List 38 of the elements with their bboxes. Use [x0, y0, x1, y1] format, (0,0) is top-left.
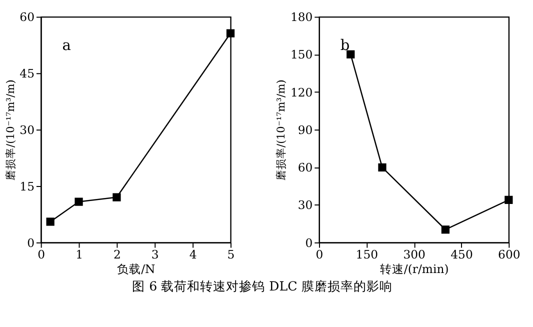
y-tick-label: 15	[20, 179, 35, 194]
y-tick-label: 30	[298, 198, 313, 212]
x-axis-title: 负载/N	[117, 262, 156, 276]
x-tick-label: 450	[450, 247, 473, 262]
y-tick-label: 150	[290, 48, 313, 62]
y-tick-label: 60	[20, 10, 35, 24]
y-tick-label: 45	[20, 66, 35, 81]
x-tick-label: 1	[76, 247, 83, 262]
annotation: b	[340, 36, 350, 54]
y-axis-title: 磨损率/(10⁻¹⁷m³/m)	[274, 80, 288, 181]
x-tick-label: 150	[356, 247, 378, 262]
y-tick-label: 60	[298, 160, 313, 175]
point	[46, 218, 54, 226]
point	[441, 226, 450, 234]
x-tick-label: 600	[498, 247, 520, 262]
y-tick-label: 0	[27, 236, 35, 250]
point	[504, 196, 513, 204]
y-tick-label: 120	[290, 85, 313, 100]
x-axis-title: 转速/(r/min)	[380, 262, 449, 276]
point	[74, 198, 83, 206]
x-tick-label: 5	[227, 247, 235, 262]
point	[112, 193, 121, 202]
point	[346, 50, 355, 58]
x-tick-label: 4	[189, 247, 197, 262]
y-tick-label: 0	[305, 236, 313, 250]
annotation: a	[62, 36, 72, 54]
point	[378, 163, 386, 172]
point	[226, 29, 235, 38]
y-tick-label: 30	[20, 122, 35, 137]
caption: 图 6 载荷和转速对掺钨 DLC 膜磨损率的影响	[132, 278, 392, 294]
x-tick-label: 0	[38, 247, 46, 262]
x-tick-label: 0	[316, 247, 324, 262]
y-axis-title: 磨损率/(10⁻¹⁷m³/m)	[4, 80, 17, 181]
x-tick-label: 2	[113, 247, 121, 262]
y-tick-label: 180	[290, 10, 313, 24]
x-tick-label: 300	[403, 247, 426, 262]
y-tick-label: 90	[298, 122, 313, 137]
x-tick-label: 3	[151, 247, 159, 262]
